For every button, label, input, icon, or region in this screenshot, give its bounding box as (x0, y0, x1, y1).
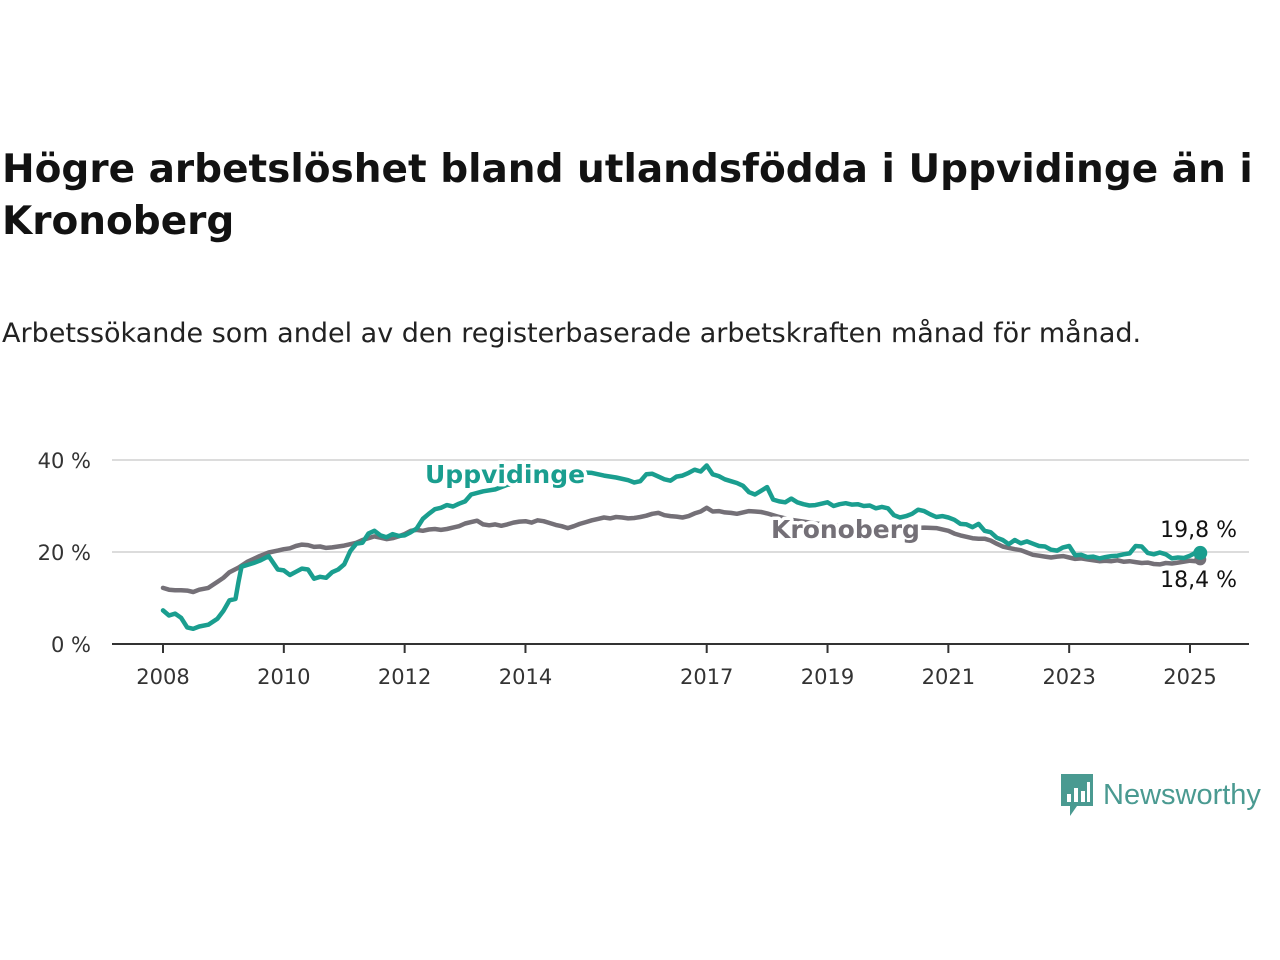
y-tick-label: 20 % (38, 541, 91, 565)
x-tick-label: 2019 (801, 665, 854, 689)
y-tick-label: 0 % (51, 633, 91, 657)
end-value-label-uppvidinge: 19,8 % (1160, 518, 1237, 543)
brand-name: Newsworthy (1103, 778, 1261, 811)
x-tick-label: 2021 (922, 665, 975, 689)
series-label-kronoberg: Kronoberg (771, 515, 920, 544)
line-chart: 0 % 20 % 40 % Uppvidinge Kronoberg 19,8 % 18… (38, 449, 1249, 689)
x-tick-label: 2012 (378, 665, 431, 689)
series-labels: Uppvidinge Kronoberg (422, 457, 924, 548)
y-tick-labels: 0 % 20 % 40 % (38, 449, 91, 657)
series-line-kronoberg (160, 505, 1203, 595)
end-value-labels: 19,8 % 18,4 % (1160, 518, 1237, 593)
x-tick-label: 2010 (257, 665, 310, 689)
gridlines (112, 459, 1249, 553)
x-tick-label: 2014 (499, 665, 552, 689)
x-tick-label: 2025 (1163, 665, 1216, 689)
y-tick-label: 40 % (38, 449, 91, 473)
series-label-uppvidinge: Uppvidinge (425, 460, 585, 489)
x-tick-label: 2008 (136, 665, 189, 689)
end-value-label-kronoberg: 18,4 % (1160, 568, 1237, 593)
end-marker-uppvidinge (1193, 545, 1208, 560)
series-end-markers (1193, 545, 1208, 566)
x-axis-ticks: 2008 2010 2012 2014 2017 2019 2021 2023 2025 (136, 644, 1217, 689)
series-lines (160, 463, 1203, 632)
x-tick-label: 2017 (680, 665, 733, 689)
chart-subtitle: Arbetssökande som andel av den registerb… (2, 318, 1142, 349)
bar-chart-speech-bubble-icon (1061, 774, 1093, 816)
newsworthy-logo: Newsworthy (1059, 772, 1261, 818)
x-tick-label: 2023 (1042, 665, 1095, 689)
series-line-uppvidinge (160, 463, 1203, 632)
chart-title: Högre arbetslöshet bland utlandsfödda i … (2, 147, 1253, 244)
